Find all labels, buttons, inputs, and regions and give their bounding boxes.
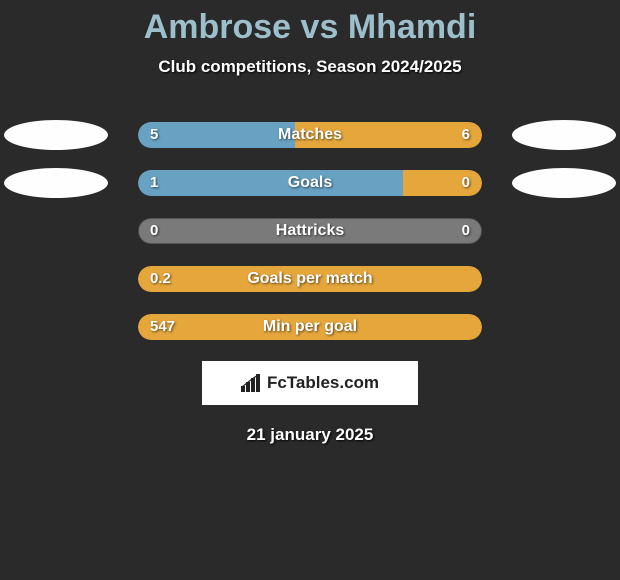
player1-badge [4,120,108,150]
stat-value-left: 547 [150,314,175,340]
stat-value-left: 5 [150,122,158,148]
stat-bar: 1 0 Goals [138,170,482,196]
subtitle: Club competitions, Season 2024/2025 [0,57,620,77]
date-text: 21 january 2025 [0,425,620,445]
brand-box: FcTables.com [202,361,418,405]
player2-name: Mhamdi [348,8,476,46]
stat-label: Min per goal [263,314,357,340]
stat-value-right: 0 [462,218,470,244]
comparison-title: Ambrose vs Mhamdi [0,0,620,47]
stat-row: 0.2 Goals per match [0,265,620,293]
stat-label: Goals per match [247,266,372,292]
stat-row: 5 6 Matches [0,121,620,149]
stat-row: 547 Min per goal [0,313,620,341]
stat-label: Goals [288,170,332,196]
stat-label: Matches [278,122,342,148]
stat-value-left: 0 [150,218,158,244]
stat-value-left: 0.2 [150,266,171,292]
vs-text: vs [301,8,339,46]
stat-bar: 547 Min per goal [138,314,482,340]
player1-name: Ambrose [144,8,291,46]
player1-badge [4,168,108,198]
stat-bar: 0.2 Goals per match [138,266,482,292]
player2-badge [512,168,616,198]
stat-value-left: 1 [150,170,158,196]
stat-label: Hattricks [276,218,344,244]
brand-text: FcTables.com [267,373,379,393]
chart-icon [241,374,261,392]
stat-bar: 0 0 Hattricks [138,218,482,244]
stat-rows: 5 6 Matches 1 0 Goals 0 0 Hattricks 0.2 Goals per … [0,121,620,341]
player2-badge [512,120,616,150]
stat-value-right: 0 [462,170,470,196]
stat-row: 1 0 Goals [0,169,620,197]
stat-row: 0 0 Hattricks [0,217,620,245]
stat-bar: 5 6 Matches [138,122,482,148]
stat-value-right: 6 [462,122,470,148]
